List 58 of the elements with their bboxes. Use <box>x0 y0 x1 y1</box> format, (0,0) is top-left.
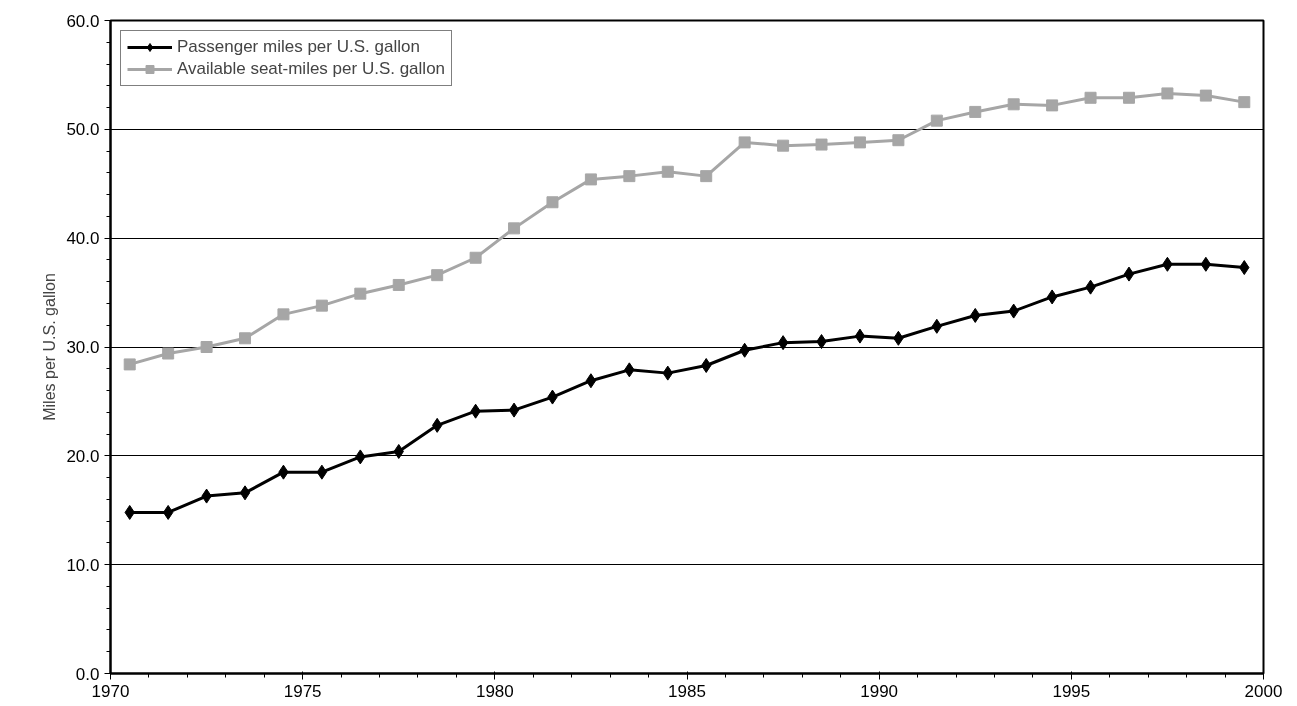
x-tick-label: 1980 <box>475 681 514 701</box>
point <box>392 278 405 291</box>
point <box>469 251 482 264</box>
point <box>585 373 597 389</box>
point <box>162 504 174 520</box>
point <box>1200 256 1212 272</box>
point <box>1046 99 1059 112</box>
point <box>162 347 175 360</box>
x-tick-label: 1975 <box>283 681 322 701</box>
point <box>584 173 597 186</box>
point <box>777 335 789 351</box>
y-tick-label: 20.0 <box>66 446 100 466</box>
point <box>700 170 713 183</box>
point <box>315 299 328 312</box>
point <box>508 222 521 235</box>
point <box>200 341 213 353</box>
point <box>1084 91 1097 104</box>
point <box>701 358 712 373</box>
y-tick-label: 60.0 <box>66 11 100 31</box>
y-tick-label: 0.0 <box>75 664 100 684</box>
point <box>815 138 828 151</box>
point <box>930 114 943 127</box>
x-tick-label: 1970 <box>91 681 130 701</box>
x-tick-label: 1995 <box>1052 681 1091 701</box>
y-tick-label: 10.0 <box>66 555 100 575</box>
x-tick-label: 2000 <box>1244 681 1283 701</box>
point <box>546 196 559 209</box>
point <box>623 170 636 183</box>
y-axis-title: Miles per U.S. gallon <box>41 273 59 421</box>
legend-label: Passenger miles per U.S. gallon <box>177 37 420 57</box>
x-tick-label: 1985 <box>668 681 706 701</box>
point <box>239 485 251 501</box>
point <box>239 332 252 345</box>
point <box>316 464 328 480</box>
point <box>1238 96 1251 109</box>
point <box>123 358 136 371</box>
point <box>1199 89 1212 102</box>
point <box>853 136 866 149</box>
point <box>1122 91 1135 104</box>
point <box>354 287 367 300</box>
point <box>854 328 866 344</box>
point <box>277 308 290 321</box>
point <box>969 105 982 118</box>
point <box>431 269 444 282</box>
y-tick-label: 30.0 <box>66 338 100 357</box>
point <box>892 134 905 147</box>
point <box>777 139 790 152</box>
legend-label: Available seat-miles per U.S. gallon <box>177 59 446 79</box>
point <box>1123 266 1135 282</box>
point <box>1161 87 1174 100</box>
point <box>1007 98 1020 111</box>
point <box>508 402 520 418</box>
point <box>1046 289 1058 305</box>
y-tick-label: 40.0 <box>66 229 100 249</box>
x-tick-label: 1990 <box>860 681 899 701</box>
point <box>738 136 751 149</box>
y-tick-label: 50.0 <box>66 120 100 140</box>
point <box>661 165 674 178</box>
